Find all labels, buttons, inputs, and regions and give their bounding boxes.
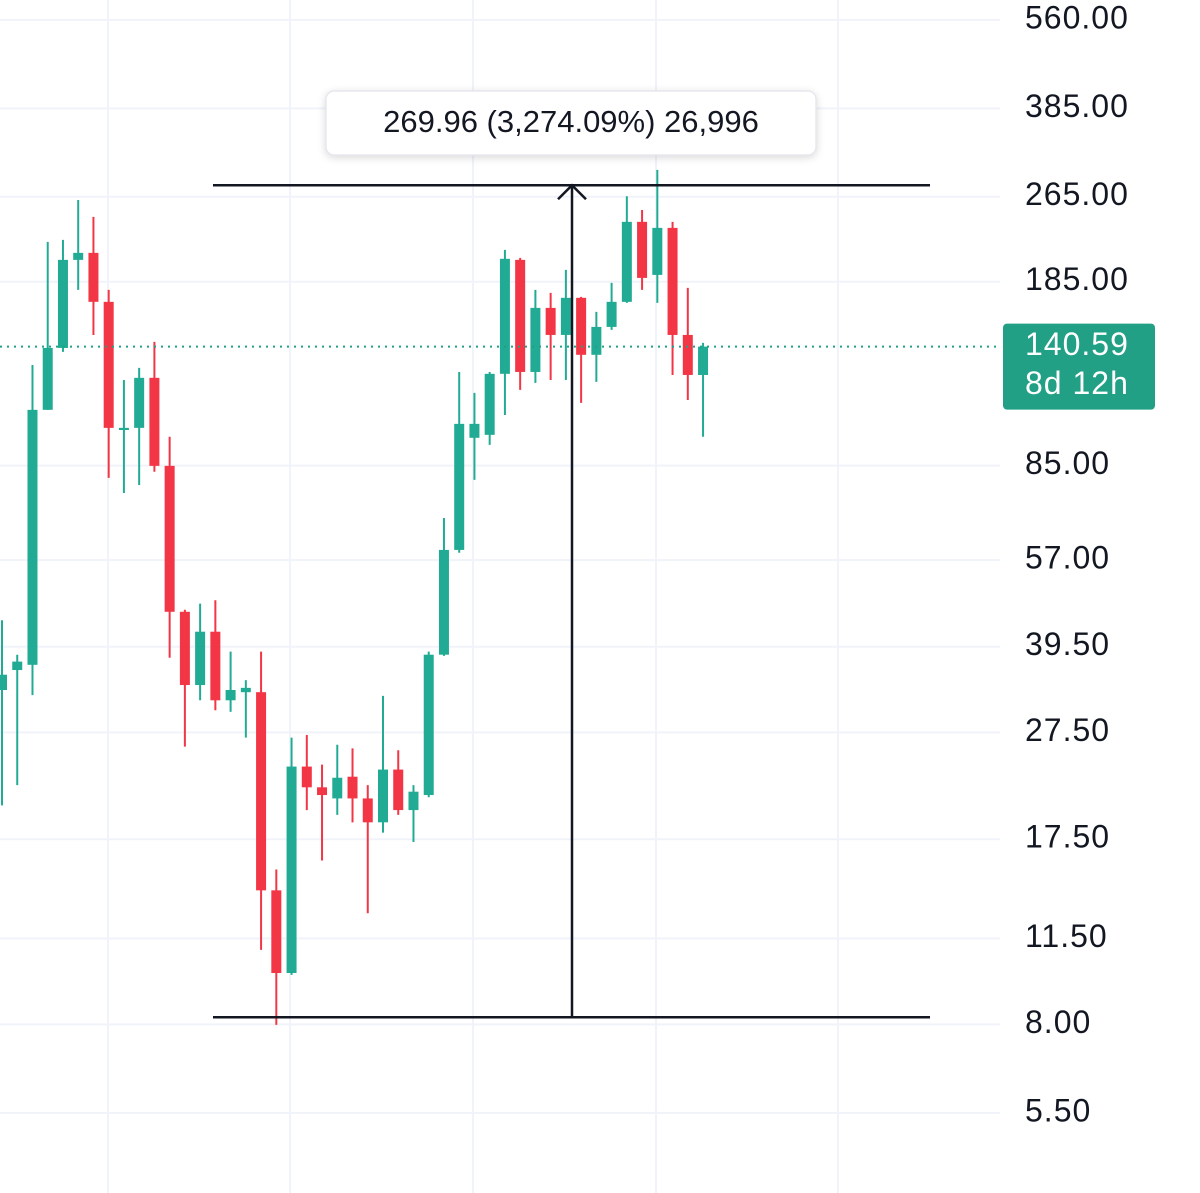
candle-body (210, 631, 221, 701)
y-tick-label: 57.00 (1025, 540, 1110, 576)
candle-body (27, 409, 38, 665)
candle-body (698, 346, 709, 375)
candle-body (73, 252, 84, 260)
candle-body (347, 776, 358, 799)
y-tick-label: 17.50 (1025, 819, 1110, 855)
candle-body (362, 798, 373, 823)
candle-body (164, 465, 175, 612)
candle-body (423, 654, 434, 796)
last-price-box (1003, 323, 1155, 410)
y-tick-label: 560.00 (1025, 0, 1129, 35)
grid (107, 0, 839, 1193)
measure-arrow-head (557, 183, 587, 201)
candle-body (42, 347, 53, 410)
y-tick-label: 385.00 (1025, 88, 1129, 124)
candle-body (317, 787, 328, 796)
candle-body (12, 661, 23, 671)
candle-body (118, 427, 129, 431)
last-price-label: 140.59 (1025, 326, 1129, 362)
candle-body (393, 769, 404, 811)
y-tick-label: 39.50 (1025, 626, 1110, 662)
candle-body (134, 377, 145, 428)
candle-body (438, 549, 449, 655)
y-tick-label: 5.50 (1025, 1092, 1091, 1128)
y-tick-label: 11.50 (1025, 918, 1108, 954)
candle-body (378, 769, 388, 823)
candle-body (179, 611, 190, 686)
candle-body (103, 301, 114, 428)
y-tick-label: 265.00 (1025, 176, 1129, 212)
candle-body (454, 423, 465, 550)
countdown-label: 8d 12h (1025, 365, 1129, 401)
measure-label: 269.96 (3,274.09%) 26,996 (383, 104, 759, 139)
candle-body (57, 259, 68, 348)
candle-body (499, 258, 510, 374)
candle-body (271, 890, 282, 974)
candle-body (0, 674, 7, 691)
candle-body (469, 423, 480, 438)
candle-body (637, 221, 648, 278)
y-tick-label: 85.00 (1025, 445, 1110, 481)
candle-body (652, 227, 663, 275)
candle-body (286, 766, 297, 974)
candle-body (621, 221, 632, 302)
candle-body (591, 326, 602, 355)
candle-body (667, 227, 678, 335)
candle-body (560, 297, 571, 335)
candle-body (240, 687, 251, 693)
candle-body (545, 307, 556, 335)
candle-body (530, 307, 541, 372)
candle-body (606, 301, 617, 327)
y-tick-label: 27.50 (1025, 712, 1110, 748)
candle-body (484, 373, 495, 435)
candle-body (88, 252, 99, 302)
y-tick-label: 185.00 (1025, 261, 1129, 297)
candle-body (256, 692, 267, 891)
candle-body (682, 334, 693, 375)
candle-body (149, 377, 160, 466)
measure-label-box (325, 90, 817, 156)
candle-body (576, 297, 587, 355)
candle-body (301, 766, 312, 788)
y-tick-label: 8.00 (1025, 1004, 1091, 1040)
candle-body (332, 777, 343, 799)
candle-body (408, 791, 419, 811)
candle-body (515, 259, 526, 372)
candle-body (225, 690, 236, 701)
candle-body (195, 631, 206, 686)
